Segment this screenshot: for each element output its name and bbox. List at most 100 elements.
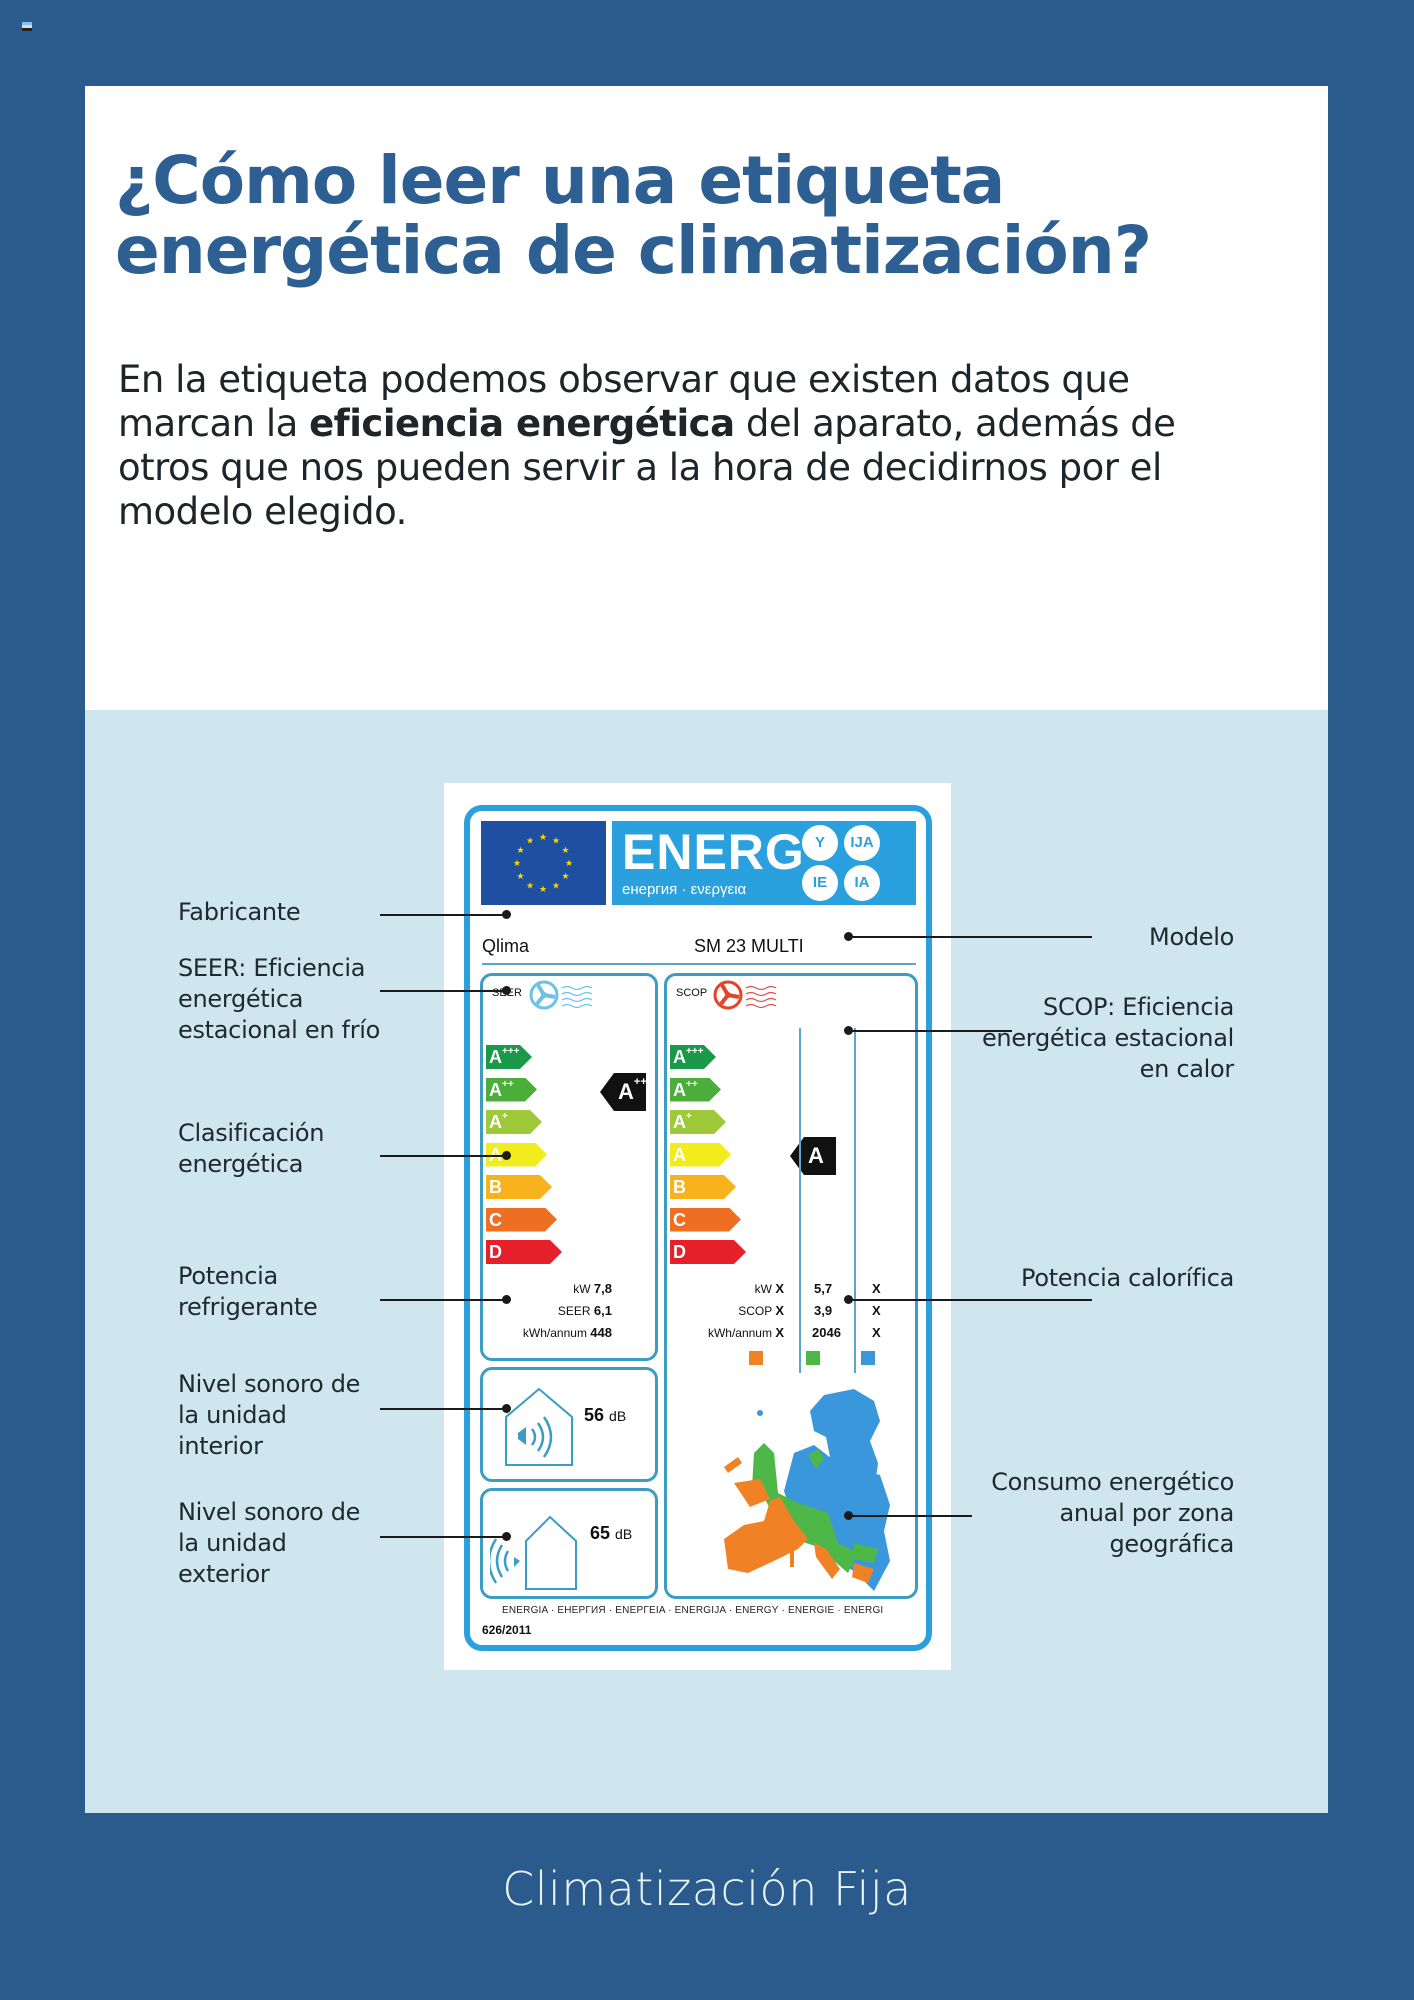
- energy-class-bar: B: [670, 1175, 736, 1199]
- outdoor-db: 65: [590, 1523, 611, 1543]
- leader-line: [848, 1030, 1012, 1032]
- leader-dot: [502, 1404, 511, 1413]
- svg-text:★: ★: [561, 846, 569, 856]
- energy-class-bar: A: [670, 1143, 731, 1167]
- class-letter: B: [489, 1177, 502, 1197]
- callout-fabricante: Fabricante: [178, 898, 301, 926]
- cooling-fan-icon: [529, 980, 593, 1010]
- leader-line: [380, 914, 506, 916]
- leader-dot: [844, 1295, 853, 1304]
- class-letter: A: [673, 1112, 686, 1132]
- kw-label: kW: [754, 1282, 772, 1296]
- leader-line: [848, 936, 1092, 938]
- indoor-db: 56: [584, 1405, 605, 1425]
- zone-cold-kw-value: X: [872, 1281, 881, 1296]
- energy-class-bar: D: [486, 1240, 562, 1264]
- seer-row-label: SEER: [557, 1304, 591, 1318]
- svg-text:★: ★: [552, 882, 560, 892]
- class-letter: A: [673, 1144, 686, 1165]
- class-letter: C: [673, 1209, 686, 1230]
- title-line-1: ¿Cómo leer una etiqueta: [115, 142, 1005, 219]
- model-name: SM 23 MULTI: [694, 936, 804, 956]
- cooling-seer-row: SEER 6,1: [500, 1303, 612, 1318]
- cooling-annum-row: kWh/annum 448: [488, 1325, 612, 1340]
- zone-warm-scop: X: [775, 1303, 784, 1318]
- energy-class-bar: A+: [486, 1110, 542, 1134]
- callout-potencia-calorifica: Potencia calorífica: [1021, 1264, 1234, 1292]
- class-letter: A: [673, 1047, 686, 1067]
- section-title: Climatización Fija: [502, 1862, 912, 1916]
- indoor-noise-box: [480, 1367, 658, 1482]
- page-menu-icon[interactable]: [22, 22, 32, 31]
- class-letter: A: [673, 1079, 686, 1100]
- leader-dot: [502, 1532, 511, 1541]
- zone-divider: [854, 1028, 856, 1373]
- outdoor-speaker-house-icon: [490, 1515, 577, 1590]
- annum-label: kWh/annum: [522, 1326, 587, 1340]
- divider: [482, 963, 916, 965]
- zone-average-annum: 2046: [812, 1325, 841, 1340]
- leader-line: [380, 1408, 506, 1410]
- leader-line: [848, 1299, 1092, 1301]
- manufacturer-name: Qlima: [482, 936, 530, 956]
- leader-dot: [844, 1511, 853, 1520]
- indoor-speaker-house-icon: [505, 1387, 573, 1466]
- europe-climate-zone-map: [724, 1389, 890, 1591]
- callout-clasificacion: Clasificación energética: [178, 1119, 325, 1178]
- svg-text:★: ★: [526, 836, 534, 846]
- class-sup: ++: [502, 1078, 514, 1090]
- zone-average-annum-value: 2046: [812, 1325, 841, 1340]
- zone-average-kw: 5,7: [814, 1281, 832, 1296]
- leader-line: [380, 1536, 506, 1538]
- callout-consumo: Consumo energético anual por zona geográ…: [991, 1468, 1234, 1558]
- scop-rating-letter: A: [808, 1143, 824, 1168]
- page-title: ¿Cómo leer una etiqueta energética de cl…: [115, 146, 1215, 286]
- zone-warm-swatch: [749, 1351, 763, 1365]
- zone-warm-annum: X: [775, 1325, 784, 1340]
- callout-potencia-refrigerante: Potencia refrigerante: [178, 1262, 318, 1321]
- energy-label: ★ ★ ★ ★ ★ ★ ★ ★ ★ ★ ★ ★ ENERG енергия · ενεργεια Y …: [444, 783, 951, 1670]
- cooling-annum-value: 448: [590, 1325, 612, 1340]
- seer-rating-letter: A: [618, 1079, 634, 1104]
- callout-scop: SCOP: Eficiencia energética estacional e…: [981, 993, 1234, 1083]
- banner-text: ENERG: [622, 824, 805, 880]
- svg-text:★: ★: [565, 859, 573, 869]
- class-letter: A: [489, 1079, 502, 1100]
- callout-sonoro-interior: Nivel sonoro de la unidad interior: [178, 1370, 361, 1460]
- energy-class-bar: A: [486, 1143, 547, 1167]
- zone-average-scop-value: 3,9: [814, 1303, 833, 1318]
- zone-divider: [799, 1028, 801, 1373]
- indoor-db-unit: dB: [609, 1408, 627, 1424]
- leader-dot: [502, 1295, 511, 1304]
- lang-circle: IA: [844, 865, 880, 901]
- scop-box: [664, 973, 918, 1599]
- kw-label: kW: [573, 1282, 591, 1296]
- class-sup: ++: [686, 1078, 698, 1090]
- svg-text:★: ★: [516, 846, 524, 856]
- banner-subtext: енергия · ενεργεια: [622, 881, 747, 898]
- svg-text:★: ★: [552, 836, 560, 846]
- class-sup: +: [686, 1111, 692, 1122]
- leader-dot: [844, 932, 853, 941]
- svg-text:★: ★: [539, 833, 547, 843]
- callout-modelo: Modelo: [1149, 923, 1234, 951]
- lang-circle: Y: [802, 825, 838, 861]
- class-letter: D: [673, 1242, 686, 1262]
- svg-text:★: ★: [539, 885, 547, 895]
- energy-class-bar: A++: [670, 1078, 721, 1102]
- eu-flag-icon: ★ ★ ★ ★ ★ ★ ★ ★ ★ ★ ★ ★: [481, 821, 606, 905]
- label-languages: ENERGIA · ЕНЕРГИЯ · ΕΝΕΡΓΕΙΑ · ENERGIJA …: [502, 1605, 884, 1616]
- leader-line: [380, 1299, 506, 1301]
- class-letter: B: [673, 1177, 686, 1197]
- svg-text:★: ★: [561, 872, 569, 882]
- energy-class-bar: A++: [486, 1078, 537, 1102]
- zone-cold-swatch: [861, 1351, 875, 1365]
- heating-fan-icon: [713, 980, 777, 1010]
- class-letter: A: [489, 1112, 502, 1132]
- annum-label: kWh/annum: [707, 1326, 772, 1340]
- callout-seer: SEER: Eficiencia energética estacional e…: [178, 954, 381, 1044]
- leader-line: [380, 990, 506, 992]
- heating-scop-label: SCOP X: [684, 1303, 784, 1318]
- energy-class-bar: C: [670, 1208, 741, 1232]
- scop-row-label: SCOP: [738, 1304, 772, 1318]
